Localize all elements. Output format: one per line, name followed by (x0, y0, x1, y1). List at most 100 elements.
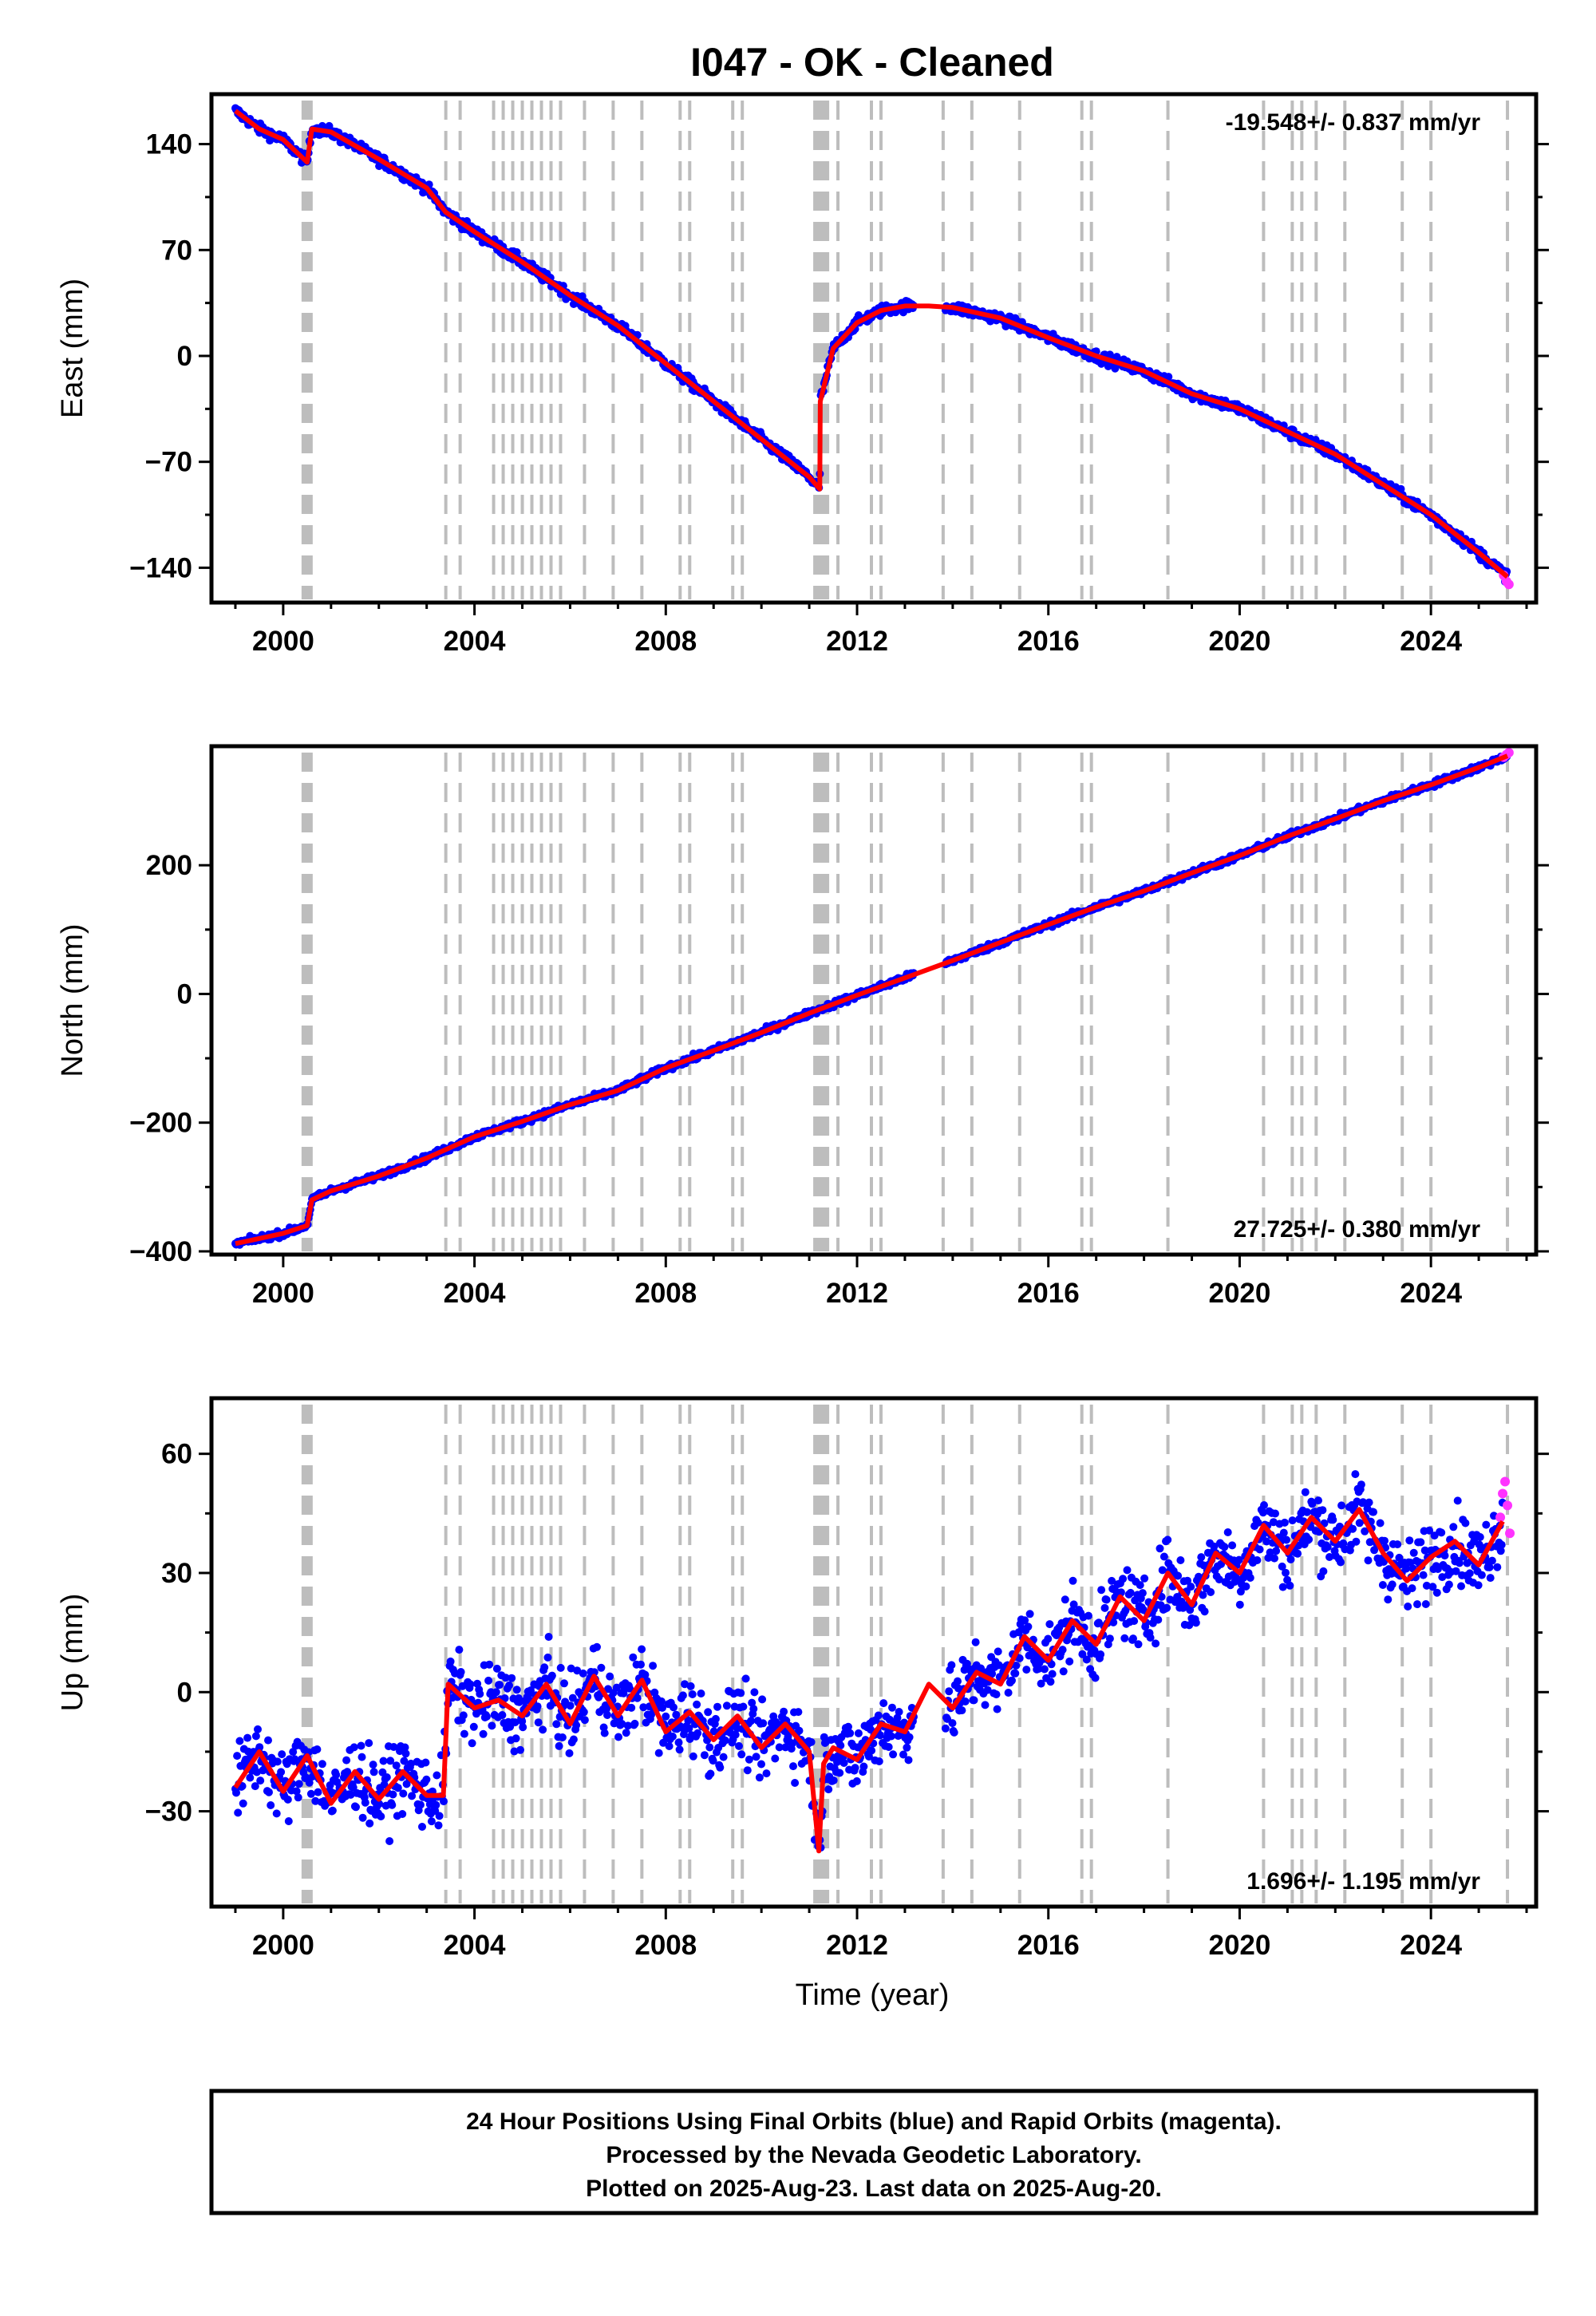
final-orbit-point (844, 1722, 852, 1731)
x-tick-label: 2024 (1400, 1930, 1462, 1961)
final-orbit-point (294, 1780, 303, 1788)
final-orbit-point (572, 1721, 581, 1729)
final-orbit-point (889, 1750, 898, 1759)
final-orbit-point (657, 1697, 666, 1705)
final-orbit-point (1102, 1595, 1111, 1604)
final-orbit-point (516, 1745, 524, 1754)
final-orbit-point (1215, 1575, 1223, 1584)
final-orbit-point (600, 1729, 609, 1737)
y-tick-label: 60 (161, 1439, 192, 1470)
final-orbit-point (466, 1680, 475, 1689)
final-orbit-point (252, 1768, 261, 1777)
final-orbit-point (568, 1694, 577, 1702)
final-orbit-point (425, 1800, 434, 1808)
final-orbit-point (839, 1759, 848, 1767)
x-tick-label: 2020 (1209, 626, 1271, 657)
final-orbit-point (352, 1803, 360, 1812)
final-orbit-point (1235, 1600, 1244, 1609)
final-orbit-point (1096, 1650, 1105, 1658)
final-orbit-point (1008, 1676, 1016, 1685)
final-orbit-point (1329, 1516, 1337, 1524)
final-orbit-point (1040, 1665, 1049, 1674)
final-orbit-point (970, 1696, 978, 1705)
final-orbit-point (603, 1711, 611, 1719)
x-tick-label: 2000 (252, 626, 314, 657)
final-orbit-point (519, 1723, 527, 1732)
final-orbit-point (1012, 1662, 1021, 1670)
final-orbit-point (469, 1722, 478, 1731)
final-orbit-point (1325, 1553, 1333, 1561)
final-orbit-point (1308, 1500, 1317, 1508)
final-orbit-point (427, 1817, 436, 1826)
rapid-orbit-point (1503, 1500, 1513, 1511)
final-orbit-point (527, 1686, 535, 1695)
final-orbit-point (580, 1716, 589, 1725)
final-orbit-point (1223, 1528, 1232, 1536)
final-orbit-point (606, 1672, 614, 1681)
final-orbit-point (385, 1837, 394, 1845)
final-orbit-point (626, 1684, 634, 1693)
final-orbit-point (1402, 1564, 1410, 1573)
final-orbit-point (1024, 1622, 1033, 1631)
final-orbit-point (556, 1663, 565, 1672)
final-orbit-point (1091, 1674, 1100, 1682)
final-orbit-point (505, 1681, 513, 1690)
final-orbit-point (558, 1733, 567, 1741)
final-orbit-point (1364, 1556, 1373, 1565)
final-orbit-point (637, 1660, 645, 1669)
final-orbit-point (358, 1753, 366, 1761)
final-orbit-point (874, 1711, 883, 1720)
final-orbit-point (539, 1725, 547, 1734)
final-orbit-point (1428, 1583, 1437, 1591)
final-orbit-point (434, 1821, 443, 1830)
final-orbit-point (1100, 1603, 1109, 1612)
final-orbit-point (654, 1749, 663, 1757)
final-orbit-point (867, 1746, 876, 1755)
final-orbit-point (1282, 1535, 1291, 1544)
final-orbit-point (745, 1755, 753, 1764)
final-orbit-point (432, 1800, 440, 1809)
final-orbit-point (1279, 1528, 1288, 1537)
final-orbit-point (1440, 1551, 1449, 1560)
final-orbit-point (492, 1688, 500, 1697)
final-orbit-point (1270, 1554, 1278, 1563)
final-orbit-point (234, 1808, 243, 1817)
final-orbit-point (590, 1668, 598, 1677)
final-orbit-point (618, 1720, 626, 1728)
final-orbit-point (1061, 1595, 1069, 1604)
final-orbit-point (1069, 1576, 1077, 1585)
final-orbit-point (681, 1680, 689, 1689)
panel-up: 2000 2004 2008 2012 2016 2020 2024 60 30 0 −30 Up (… (56, 1396, 1549, 1961)
final-orbit-point (1465, 1569, 1474, 1578)
final-orbit-point (633, 1694, 642, 1702)
x-tick-label: 2008 (634, 1278, 697, 1309)
final-orbit-point (1120, 1634, 1129, 1642)
final-orbit-point (1034, 1665, 1043, 1674)
y-tick-label: 70 (161, 235, 192, 266)
final-orbit-point (382, 1773, 391, 1781)
final-orbit-point (560, 1679, 568, 1688)
y-axis-label: North (mm) (56, 923, 89, 1077)
final-orbit-point (721, 1736, 729, 1745)
final-orbit-point (566, 1701, 575, 1710)
rapid-orbit-point (1503, 579, 1514, 590)
final-orbit-point (292, 1787, 301, 1796)
final-orbit-point (569, 1735, 578, 1744)
final-orbit-point (1078, 1650, 1087, 1658)
rate-annotation: 27.725+/- 0.380 mm/yr (1234, 1216, 1481, 1243)
final-orbit-point (1158, 1566, 1167, 1575)
final-orbit-point (748, 1698, 757, 1707)
final-orbit-point (1449, 1523, 1458, 1531)
final-orbit-point (719, 1753, 728, 1761)
final-orbit-point (365, 1819, 374, 1828)
final-orbit-point (328, 1806, 337, 1815)
final-orbit-point (1497, 1540, 1506, 1549)
final-orbit-point (272, 1809, 281, 1818)
final-orbit-point (1485, 1563, 1494, 1571)
final-orbit-point (971, 1638, 980, 1646)
footer-box (209, 2089, 1539, 2215)
final-orbit-point (1352, 1537, 1361, 1546)
final-orbit-point (1393, 1540, 1402, 1549)
final-orbit-point (407, 1759, 415, 1768)
final-orbit-point (1187, 1583, 1195, 1591)
